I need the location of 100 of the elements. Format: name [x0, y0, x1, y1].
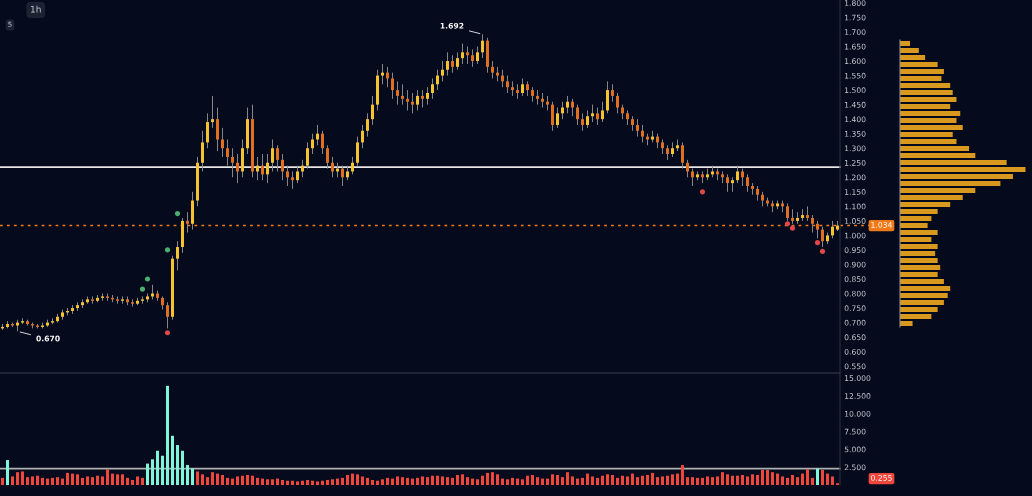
- bar: [900, 272, 938, 277]
- bar: [71, 473, 74, 485]
- bar: [681, 465, 684, 485]
- bar: [411, 478, 414, 485]
- candlestick: [241, 139, 244, 178]
- bar: [701, 477, 704, 485]
- bar: [326, 480, 329, 485]
- bar: [601, 475, 604, 485]
- bar: [900, 216, 932, 221]
- bar: [900, 223, 928, 228]
- bar: [621, 475, 624, 485]
- bar: [801, 473, 804, 485]
- candlestick: [431, 77, 434, 100]
- bar: [646, 475, 649, 485]
- bar: [900, 237, 932, 242]
- bar: [146, 463, 149, 485]
- bar: [451, 477, 454, 485]
- bar: [116, 474, 119, 485]
- candlestick: [411, 92, 414, 114]
- bar: [176, 445, 179, 485]
- bar: [476, 479, 479, 485]
- bar: [11, 476, 14, 485]
- bar: [826, 473, 829, 485]
- bar: [381, 479, 384, 485]
- bar: [511, 477, 514, 485]
- bar: [900, 209, 938, 214]
- bar: [900, 300, 944, 305]
- candlestick: [381, 63, 384, 85]
- bar: [321, 480, 324, 485]
- bar: [900, 307, 938, 312]
- bar: [746, 476, 749, 485]
- bar: [666, 475, 669, 485]
- bar: [900, 83, 951, 88]
- point: [789, 225, 796, 231]
- bar: [716, 476, 719, 485]
- bar: [761, 470, 764, 485]
- bar: [900, 146, 970, 151]
- bar: [536, 477, 539, 485]
- candlestick: [441, 60, 444, 82]
- bar: [651, 472, 654, 485]
- bar: [431, 475, 434, 485]
- bar: [631, 473, 634, 485]
- bar: [576, 478, 579, 485]
- candlestick: [341, 165, 344, 187]
- bar: [256, 477, 259, 485]
- bar: [691, 477, 694, 485]
- candlestick: [321, 130, 324, 155]
- bar: [636, 477, 639, 485]
- point: [144, 276, 151, 282]
- bar: [606, 474, 609, 485]
- bar: [736, 475, 739, 485]
- candlestick: [176, 240, 179, 271]
- bar: [466, 477, 469, 485]
- candlestick: [371, 95, 374, 126]
- bar: [101, 476, 104, 485]
- candlestick: [186, 211, 189, 233]
- bar: [31, 476, 34, 485]
- bar: [336, 478, 339, 485]
- candlestick: [391, 72, 394, 100]
- candlestick: [606, 80, 609, 114]
- bar: [816, 468, 819, 485]
- candlestick: [236, 153, 239, 184]
- point: [784, 221, 791, 227]
- bar: [776, 473, 779, 485]
- bar: [591, 476, 594, 485]
- bar: [900, 153, 976, 158]
- bar: [386, 477, 389, 485]
- bar: [186, 465, 189, 485]
- chart-title: 1h: [30, 5, 41, 13]
- bar: [36, 475, 39, 485]
- bar: [106, 469, 109, 485]
- candlestick: [221, 127, 224, 158]
- candlestick: [331, 156, 334, 178]
- bar: [566, 472, 569, 485]
- bar: [306, 480, 309, 485]
- bar: [81, 477, 84, 485]
- bar: [291, 480, 294, 485]
- bar: [686, 477, 689, 485]
- bar: [521, 479, 524, 485]
- bar: [391, 478, 394, 485]
- bar: [216, 473, 219, 485]
- candlestick: [316, 124, 319, 146]
- bar: [541, 478, 544, 485]
- bar: [131, 480, 134, 485]
- bar: [401, 477, 404, 485]
- candlestick: [266, 153, 269, 184]
- bar: [900, 76, 942, 81]
- candlestick: [616, 92, 619, 114]
- candlestick: [356, 136, 359, 167]
- bar: [341, 477, 344, 485]
- candlestick: [821, 226, 824, 248]
- bar: [211, 472, 214, 485]
- bar: [286, 480, 289, 485]
- bar: [696, 477, 699, 485]
- bar: [406, 477, 409, 485]
- bar: [61, 478, 64, 485]
- bar: [900, 111, 961, 116]
- bar: [331, 479, 334, 485]
- bar: [161, 455, 164, 485]
- bar: [900, 286, 951, 291]
